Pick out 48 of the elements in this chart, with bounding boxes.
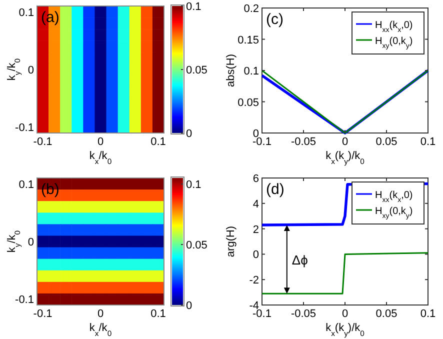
x-tick-label: 0.1 — [420, 136, 436, 148]
annotation: (a) — [41, 9, 60, 26]
color-bar-label: 0.1 — [186, 1, 202, 13]
y-tick-label: 4 — [252, 198, 259, 210]
x-tick-label: -0.05 — [290, 308, 316, 320]
y-tick-label: -0.1 — [15, 294, 34, 306]
y-tick-label: 0 — [28, 64, 34, 76]
y-axis-title: arg(H) — [225, 226, 237, 258]
y-tick-label: -2 — [249, 274, 259, 287]
x-tick-label: 0 — [342, 136, 348, 148]
x-tick-label: 0.05 — [376, 308, 398, 320]
x-tick-label: -0.05 — [290, 136, 316, 148]
annotation: (c) — [266, 11, 284, 28]
y-tick-label: 0.15 — [238, 34, 259, 46]
y-tick-label: 0 — [252, 249, 259, 262]
color-bar-label: 0.05 — [186, 64, 208, 76]
y-tick-label: 0.1 — [18, 6, 34, 19]
x-tick-label: 0.1 — [150, 136, 166, 148]
x-tick-label: 0.05 — [376, 136, 398, 148]
x-tick-label: 0 — [97, 136, 104, 148]
x-axis-title: k$_{x}$/k$_{0}$ — [89, 150, 112, 166]
color-bar-label: 0.1 — [186, 179, 202, 192]
y-tick-label: 0.1 — [244, 66, 259, 78]
color-bar-label: 0.05 — [186, 240, 208, 252]
y-tick-label: 2 — [252, 224, 259, 236]
x-tick-label: 0.1 — [420, 308, 436, 320]
y-tick-label: -0.1 — [15, 122, 34, 134]
x-axis-title: k$_{x}$(k$_{y}$)/k$_{0}$ — [326, 150, 364, 166]
x-axis-title: k$_{x}$(k$_{y}$)/k$_{0}$ — [326, 322, 364, 338]
annotation: (d) — [266, 181, 284, 198]
y-tick-label: 0 — [28, 236, 34, 248]
color-bar-label: 0 — [186, 128, 192, 140]
x-tick-label: 0.1 — [150, 308, 166, 320]
x-axis-title: k$_{x}$/k$_{0}$ — [89, 322, 112, 338]
color-bar-label: 0 — [186, 300, 192, 312]
legend-label: H$_{xx}$(k$_{x}$,0) — [375, 190, 413, 204]
x-tick-label: 0 — [342, 308, 348, 320]
annotation: (b) — [41, 181, 60, 198]
legend-label: H$_{xy}$(0,k$_{y}$) — [375, 36, 413, 50]
legend-label: H$_{xx}$(k$_{x}$,0) — [375, 20, 413, 34]
y-tick-label: 0.1 — [18, 178, 34, 191]
y-axis-title: abs(H) — [225, 54, 237, 88]
y-tick-label: 0.2 — [244, 3, 259, 15]
y-tick-label: 0.05 — [238, 96, 259, 109]
x-tick-label: 0 — [97, 308, 104, 320]
y-tick-label: 6 — [252, 173, 259, 185]
annotation: Δϕ — [292, 252, 308, 268]
legend-label: H$_{xy}$(0,k$_{y}$) — [375, 206, 413, 220]
